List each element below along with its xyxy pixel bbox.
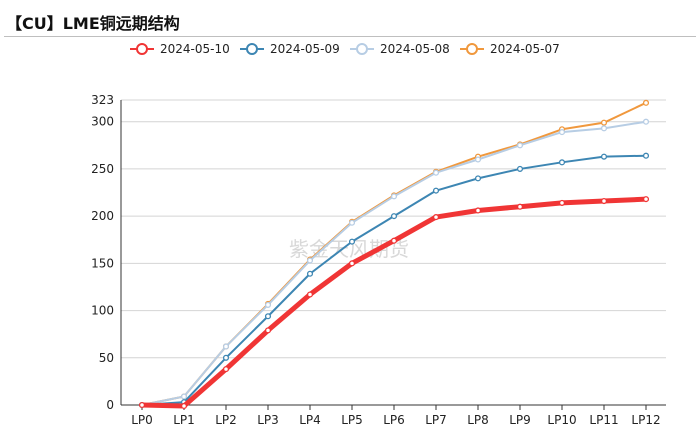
title-divider [4, 36, 696, 37]
data-point [222, 366, 230, 373]
y-tick-label: 300 [91, 115, 114, 129]
data-point [348, 219, 356, 226]
data-point [180, 393, 188, 400]
x-tick-label: LP2 [215, 413, 237, 427]
data-point [516, 165, 524, 172]
data-point [600, 153, 608, 160]
y-tick-label: 50 [99, 351, 114, 365]
data-point [600, 119, 608, 126]
data-point [558, 199, 566, 206]
data-point [348, 238, 356, 245]
data-point [264, 301, 272, 308]
data-point [138, 401, 146, 409]
data-point [474, 207, 482, 214]
x-tick-label: LP6 [383, 413, 405, 427]
series-lines [138, 99, 650, 409]
legend-label: 2024-05-10 [160, 42, 230, 56]
data-point [600, 125, 608, 132]
legend-marker [356, 43, 368, 55]
data-point [264, 327, 272, 334]
x-tick-label: LP5 [341, 413, 363, 427]
data-point [516, 203, 524, 210]
x-tick-label: LP11 [589, 413, 618, 427]
x-tick-label: LP1 [173, 413, 195, 427]
x-tick-label: LP4 [299, 413, 321, 427]
data-point [432, 214, 440, 221]
legend-label: 2024-05-08 [380, 42, 450, 56]
y-tick-label: 200 [91, 209, 114, 223]
axes: 0 50 100 150 200 250 300 323 LP0 LP1 LP2 LP3 LP4 LP5 L… [91, 93, 666, 427]
data-point [348, 260, 356, 267]
x-tick-label: LP12 [631, 413, 660, 427]
grid-lines [121, 99, 666, 359]
data-point [306, 291, 314, 298]
data-point [558, 159, 566, 166]
data-point [222, 343, 230, 350]
legend-marker [136, 43, 148, 55]
y-tick-label: 250 [91, 162, 114, 176]
x-tick-label: LP3 [257, 413, 279, 427]
data-point [642, 99, 650, 106]
data-point [642, 196, 650, 203]
y-tick-label: 0 [106, 398, 114, 412]
legend-marker [246, 43, 258, 55]
data-point [474, 156, 482, 163]
data-point [306, 270, 314, 277]
x-tick-label: LP8 [467, 413, 489, 427]
x-tick-label: LP0 [131, 413, 153, 427]
data-point [600, 197, 608, 205]
y-tick-label: 100 [91, 304, 114, 318]
data-point [642, 152, 650, 159]
data-point [642, 118, 650, 125]
legend: 2024-05-10 2024-05-09 2024-05-08 2024-05-07 [130, 42, 560, 56]
data-point [180, 402, 188, 409]
legend-label: 2024-05-09 [270, 42, 340, 56]
data-point [264, 313, 272, 320]
y-tick-label: 323 [91, 93, 114, 107]
data-point [432, 187, 440, 194]
data-point [222, 354, 230, 361]
legend-label: 2024-05-07 [490, 42, 560, 56]
series-line-2024-05-10 [139, 196, 649, 409]
data-point [558, 129, 566, 136]
x-tick-label: LP9 [509, 413, 531, 427]
chart-title: 【CU】LME铜远期结构 [6, 14, 180, 33]
legend-marker [466, 43, 478, 55]
data-point [390, 237, 398, 244]
data-point [306, 257, 314, 264]
data-point [432, 169, 440, 176]
x-tick-label: LP7 [425, 413, 447, 427]
data-point [390, 193, 398, 200]
data-point [516, 142, 524, 149]
data-point [474, 175, 482, 182]
y-tick-label: 150 [91, 256, 114, 270]
data-point [390, 213, 398, 220]
x-tick-label: LP10 [547, 413, 576, 427]
